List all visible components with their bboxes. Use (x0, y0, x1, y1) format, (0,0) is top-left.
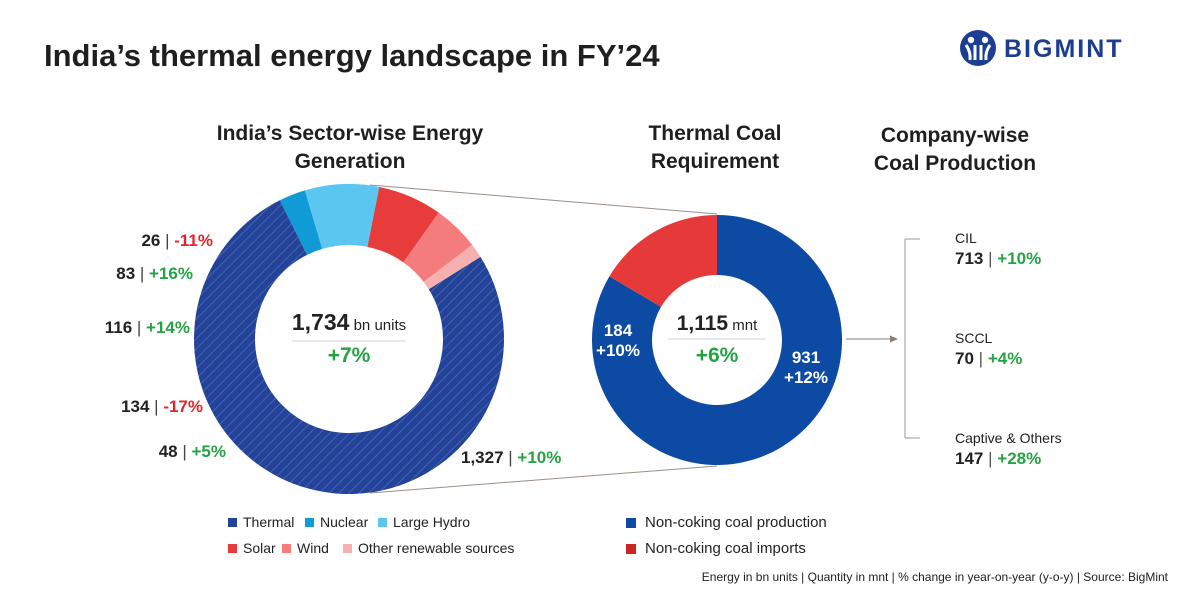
sector-title-line-2: Generation (294, 150, 406, 173)
data-label-thermal: 1,327 | +10% (461, 448, 561, 467)
slice-hatch-thermal (193, 200, 504, 494)
value-separator: | (988, 249, 993, 268)
legend-swatch-other-renewable (343, 543, 352, 553)
company-change: +4% (987, 349, 1023, 368)
legend-swatch-thermal (228, 517, 237, 527)
company-bracket (846, 238, 920, 439)
company-change: +10% (997, 249, 1042, 268)
zoom-line-bottom (369, 465, 718, 494)
data-label-solar: 116 | +14% (105, 318, 190, 337)
legend-item-nuclear: Nuclear (305, 514, 368, 530)
legend-label-thermal: Thermal (243, 514, 295, 530)
company-name: Captive & Others (955, 430, 1062, 446)
company-cil: CIL 713 | +10% (955, 230, 1041, 269)
legend-item-other-renewable: Other renewable sources (343, 540, 514, 556)
company-quantity: 147 (955, 449, 984, 468)
legend-label-other-renewable: Other renewable sources (358, 540, 515, 556)
bigmint-logo: BIGMINT (958, 26, 1158, 70)
zoom-line-top (369, 184, 718, 215)
company-captive-others: Captive & Others 147 | +28% (955, 430, 1062, 469)
slice-noncoking_imports (609, 215, 717, 307)
data-label-noncoking_production: 931 (792, 348, 820, 367)
data-label-noncoking_imports: 184 (604, 321, 633, 340)
legend-label-wind: Wind (297, 540, 329, 556)
legend-item-wind: Wind (282, 540, 329, 556)
data-label-change-noncoking_production: +12% (784, 368, 828, 387)
data-label-change-noncoking_imports: +10% (596, 341, 640, 360)
legend-swatch-wind (282, 543, 291, 553)
sector-donut: 1,734 bn units +7% 1,327 | +10% 48 | +5% 134… (105, 183, 561, 494)
data-label-other_renewable: 26 | -11% (141, 231, 213, 250)
center-change: +6% (696, 344, 739, 367)
slice-solar (367, 186, 439, 263)
legend-swatch-noncoking-imports (626, 543, 636, 554)
company-value: 70 | +4% (955, 349, 1022, 369)
company-quantity: 70 (955, 349, 974, 368)
company-name: CIL (955, 230, 977, 246)
bigmint-logo-icon (960, 30, 996, 66)
legend-swatch-nuclear (305, 517, 314, 527)
value-separator: | (978, 349, 984, 368)
company-sccl: SCCL 70 | +4% (955, 330, 1022, 369)
value-separator: | (988, 449, 993, 468)
coal-title-line-1: Thermal Coal (648, 122, 782, 145)
company-value: 147 | +28% (955, 449, 1062, 469)
company-value: 713 | +10% (955, 249, 1041, 269)
center-change: +7% (328, 344, 371, 367)
company-title-line-1: Company-wise (880, 124, 1030, 147)
footer-note: Energy in bn units | Quantity in mnt | %… (701, 570, 1168, 584)
sector-title-line-1: India’s Sector-wise Energy (216, 122, 484, 145)
legend-item-large-hydro: Large Hydro (378, 514, 470, 530)
data-label-nuclear: 48 | +5% (159, 442, 226, 461)
legend-swatch-solar (228, 543, 237, 553)
center-total: 1,115 mnt (677, 312, 758, 335)
company-title-line-2: Coal Production (873, 152, 1037, 175)
legend-label-solar: Solar (243, 540, 276, 556)
legend-label-noncoking-imports: Non-coking coal imports (645, 540, 806, 557)
page-title: India’s thermal energy landscape in FY’2… (44, 38, 660, 73)
legend-item-solar: Solar (228, 540, 276, 556)
legend-label-noncoking-production: Non-coking coal production (645, 514, 827, 531)
company-title: Company-wise Coal Production (850, 122, 1060, 178)
slice-noncoking_production (592, 215, 843, 465)
coal-donut: 1,115 mnt +6% 931+12% 184+10% (592, 215, 843, 465)
legend-swatch-noncoking-production (626, 517, 636, 528)
legend-item-noncoking-production: Non-coking coal production (626, 514, 827, 531)
logo-text: BIGMINT (1004, 35, 1124, 63)
legend-swatch-large-hydro (378, 517, 387, 527)
legend-item-noncoking-imports: Non-coking coal imports (626, 540, 806, 557)
center-total: 1,734 bn units (292, 309, 406, 335)
company-name: SCCL (955, 330, 993, 346)
slice-large_hydro (304, 183, 380, 249)
legend-item-thermal: Thermal (228, 514, 294, 530)
company-change: +28% (997, 449, 1042, 468)
coal-title-line-2: Requirement (650, 150, 780, 173)
sector-chart-title: India’s Sector-wise Energy Generation (170, 120, 530, 176)
data-label-wind: 83 | +16% (116, 264, 193, 283)
coal-chart-title: Thermal Coal Requirement (600, 120, 830, 176)
slice-wind (403, 212, 473, 282)
company-quantity: 713 (955, 249, 984, 268)
legend-label-large-hydro: Large Hydro (393, 514, 471, 530)
slice-nuclear (279, 190, 323, 255)
slice-other_renewable (423, 244, 481, 290)
data-label-large_hydro: 134 | -17% (121, 397, 203, 416)
legend-label-nuclear: Nuclear (320, 514, 369, 530)
arrow-head-icon (890, 335, 898, 343)
